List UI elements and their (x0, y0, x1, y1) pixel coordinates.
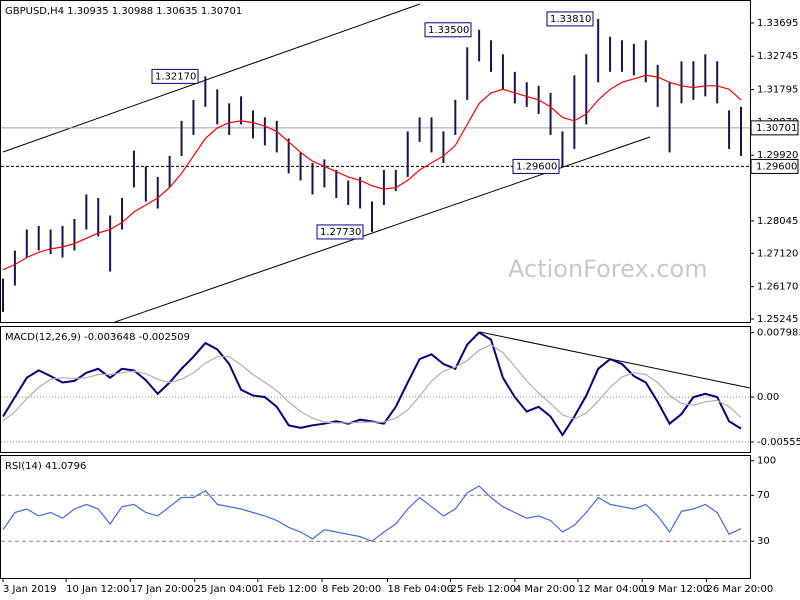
panel-title: MACD(12,26,9) -0.003648 -0.002509 (5, 332, 190, 343)
price-label-box (750, 120, 799, 136)
series-line (2, 331, 742, 437)
y-tick-label: 1.29920 (757, 150, 798, 161)
y-tick-label: 0.007983 (757, 328, 800, 339)
x-tick-label: 18 Feb 04:00 (387, 584, 453, 595)
macd-panel (0, 326, 751, 453)
price-label: 1.29600 (756, 161, 797, 172)
y-tick-label: 70 (757, 490, 770, 501)
x-tick-label: 17 Jan 20:00 (130, 584, 193, 595)
annotation-label: 1.33500 (428, 25, 469, 36)
x-tick-label: 26 Mar 20:00 (706, 584, 773, 595)
x-tick-label: 10 Jan 12:00 (66, 584, 129, 595)
y-tick-label: 1.28045 (757, 216, 798, 227)
channel-lower (114, 136, 651, 323)
x-tick-label: 1 Feb 12:00 (258, 584, 317, 595)
y-tick-label: 1.25245 (757, 314, 798, 325)
annotation-box (512, 158, 560, 174)
x-tick-label: 25 Feb 12:00 (451, 584, 517, 595)
x-tick-label: 12 Mar 04:00 (578, 584, 645, 595)
panel-title: GBPUSD,H4 1.30935 1.30988 1.30635 1.3070… (5, 6, 242, 17)
channel-upper (2, 3, 421, 153)
x-tick-label: 8 Feb 20:00 (322, 584, 381, 595)
annotation-label: 1.27730 (320, 227, 361, 238)
rsi-panel (0, 455, 751, 579)
annotation-box (316, 224, 364, 240)
annotation-label: 1.33810 (550, 14, 591, 25)
panel-title: RSI(14) 41.0796 (5, 461, 86, 472)
x-tick-label: 25 Jan 04:00 (195, 584, 258, 595)
x-tick-label: 3 Jan 2019 (3, 584, 57, 595)
x-tick-label: 19 Mar 12:00 (642, 584, 709, 595)
price-label: 1.30701 (756, 123, 797, 134)
y-tick-label: 1.33695 (757, 18, 798, 29)
price-label-box (750, 158, 799, 174)
y-tick-label: 1.27120 (757, 248, 798, 259)
annotation-label: 1.29600 (516, 161, 557, 172)
macd-trendline (479, 331, 751, 389)
y-tick-label: 100 (757, 456, 776, 467)
y-tick-label: 1.31795 (757, 85, 798, 96)
series-line (2, 343, 742, 424)
annotation-box (151, 68, 199, 84)
y-tick-label: 30 (757, 536, 770, 547)
annotation-box (424, 22, 472, 38)
y-tick-label: -0.005559 (757, 437, 800, 448)
y-tick-label: 1.32745 (757, 51, 798, 62)
x-tick-label: 4 Mar 20:00 (515, 584, 575, 595)
series-line (2, 74, 742, 271)
series-line (2, 485, 742, 542)
y-tick-label: 0.00 (757, 392, 779, 403)
annotation-box (546, 11, 594, 27)
y-tick-label: 1.26170 (757, 282, 798, 293)
annotation-label: 1.32170 (155, 71, 196, 82)
watermark: ActionForex.com (508, 255, 708, 283)
